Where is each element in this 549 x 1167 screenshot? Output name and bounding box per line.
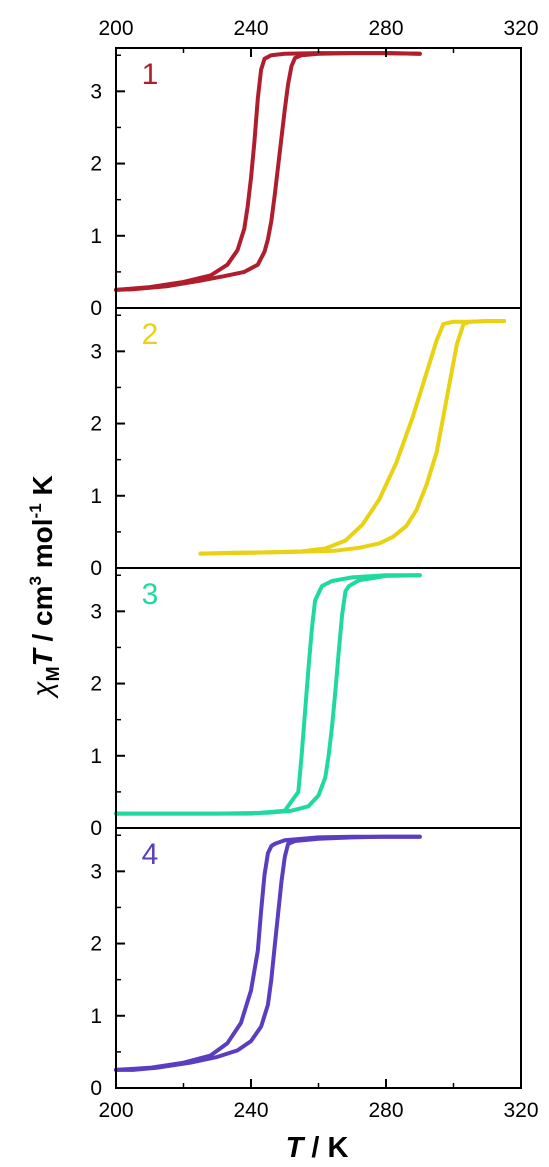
y-tick-label: 3 (90, 340, 102, 363)
series-4-cooling (114, 834, 422, 1072)
y-tick-label: 1 (90, 225, 102, 248)
panel-3: 3 0 1 2 3 (90, 573, 422, 840)
series-1-cooling (114, 51, 422, 292)
x-tick-label-top: 320 (503, 17, 538, 40)
y-tick-label: 0 (90, 817, 102, 840)
panel-4: 4 0 1 2 3 (90, 834, 422, 1100)
y-tick-label: 2 (90, 673, 102, 696)
y-tick-label: 3 (90, 80, 102, 103)
plot-frame (115, 47, 522, 1089)
y-tick-label: 3 (90, 860, 102, 883)
x-tick-label-top: 200 (98, 17, 133, 40)
panel-border-2 (115, 307, 522, 569)
panel-label-4: 4 (142, 838, 159, 871)
panel-label-1: 1 (142, 58, 159, 91)
panel-label-3: 3 (142, 578, 159, 611)
panel-2: 2 0 1 2 3 (90, 314, 507, 580)
x-tick-label-bottom: 320 (503, 1099, 538, 1122)
y-tick-label: 0 (90, 557, 102, 580)
x-tick-label-top: 240 (233, 17, 268, 40)
series-3-cooling (114, 573, 422, 816)
y-tick-label: 2 (90, 933, 102, 956)
y-tick-label: 1 (90, 485, 102, 508)
x-tick-label-bottom: 280 (368, 1099, 403, 1122)
panel-1: 1 0 1 2 3 (90, 51, 422, 320)
y-tick-label: 0 (90, 297, 102, 320)
panel-label-2: 2 (142, 318, 159, 351)
x-tick-label-bottom: 240 (233, 1099, 268, 1122)
x-axis-title: T / K (286, 1132, 349, 1164)
series-2-cooling (198, 319, 507, 556)
x-tick-label-top: 280 (368, 17, 403, 40)
panel-border-4 (115, 827, 522, 1089)
series-4-heating (114, 834, 422, 1072)
series-1-heating (114, 51, 422, 292)
x-tick-label-bottom: 200 (98, 1099, 133, 1122)
y-axis-title: χMT / cm3 mol-1 K (26, 475, 63, 699)
panel-border-1 (115, 47, 522, 309)
x-axes-group: 200 240 280 320 200 240 280 320 (98, 17, 538, 1122)
panel-border-3 (115, 567, 522, 829)
y-tick-label: 3 (90, 600, 102, 623)
y-tick-label: 1 (90, 1005, 102, 1028)
y-tick-label: 1 (90, 745, 102, 768)
panels-group: 1 0 1 2 3 2 0 1 2 3 3 0 1 2 3 4 0 1 2 3 (90, 51, 507, 1100)
series-2-heating (198, 319, 507, 556)
y-tick-label: 2 (90, 153, 102, 176)
y-tick-label: 0 (90, 1077, 102, 1100)
series-3-heating (114, 573, 422, 816)
y-tick-label: 2 (90, 413, 102, 436)
